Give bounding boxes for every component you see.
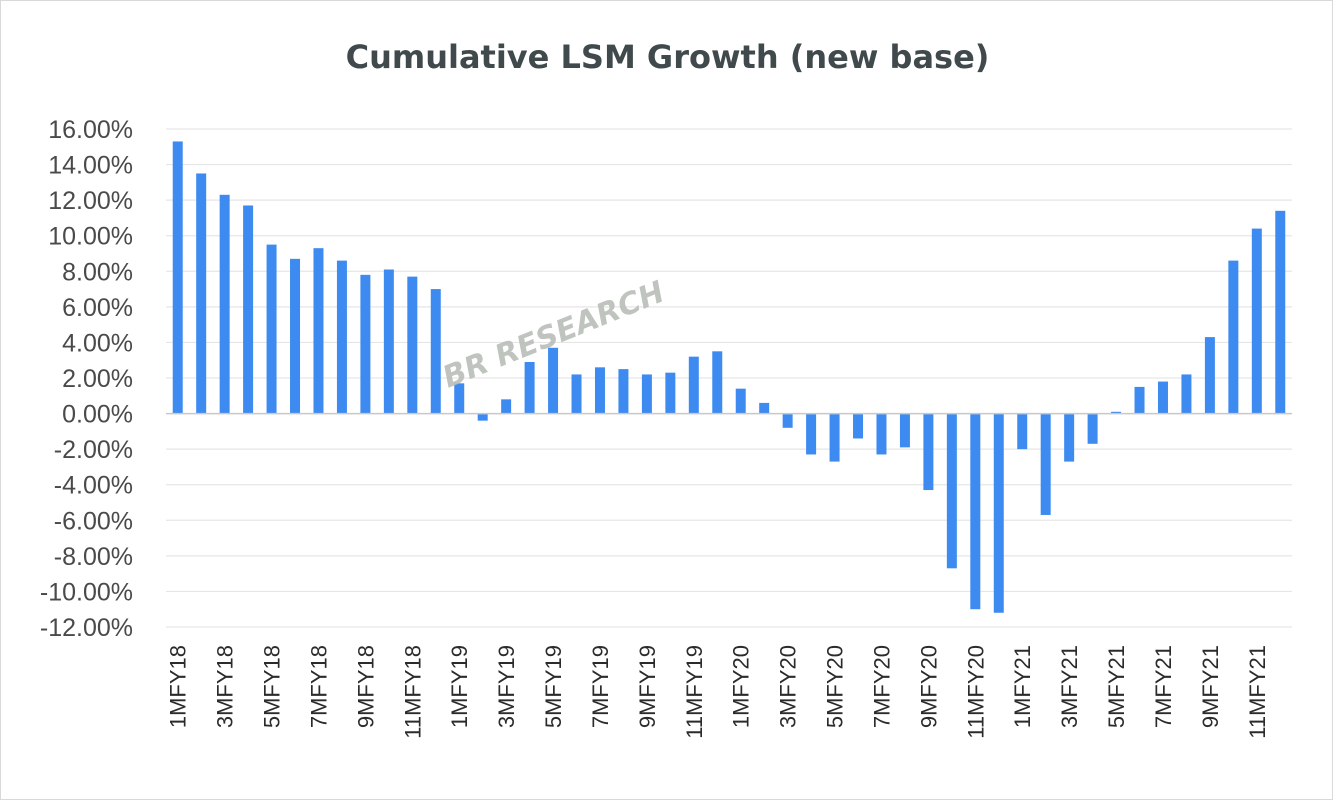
bar-8MFY18	[336, 260, 347, 414]
bar-11MFY21	[1251, 228, 1262, 414]
y-tick-label: 0.00%	[62, 401, 133, 429]
x-tick-label: 3MFY19	[494, 645, 519, 728]
x-tick-label: 11MFY18	[400, 645, 425, 739]
bar-6MFY18	[290, 258, 301, 414]
bar-1MFY19	[454, 383, 465, 414]
bar-4MFY19	[524, 361, 535, 414]
y-tick-label: 10.00%	[48, 223, 133, 251]
y-tick-label: -4.00%	[54, 472, 133, 500]
x-tick-label: 5MFY21	[1104, 645, 1129, 728]
bar-4MFY21	[1087, 413, 1098, 444]
x-tick-label: 5MFY20	[823, 645, 848, 728]
bar-5MFY20	[829, 413, 840, 462]
bar-1MFY21	[1017, 413, 1028, 450]
y-tick-label: 16.00%	[48, 116, 133, 144]
bar-2MFY20	[759, 402, 770, 414]
y-tick-label: 2.00%	[62, 365, 133, 393]
bar-10MFY21	[1228, 260, 1239, 414]
y-tick-label: 12.00%	[48, 187, 133, 215]
x-tick-label: 1MFY19	[447, 645, 472, 728]
x-tick-label: 7MFY20	[869, 645, 894, 728]
bar-3MFY20	[782, 413, 793, 428]
bar-8MFY20	[899, 413, 910, 448]
bar-1MFY20	[735, 388, 746, 414]
bar-1MFY18	[172, 141, 183, 414]
bar-12MFY19	[712, 351, 723, 414]
bar-8MFY19	[618, 369, 629, 414]
bar-6MFY19	[571, 374, 582, 414]
gridlines	[166, 128, 1292, 628]
y-tick-label: -12.00%	[40, 614, 133, 642]
x-tick-label: 11MFY19	[682, 645, 707, 739]
y-tick-label: -8.00%	[54, 543, 133, 571]
x-tick-label: 11MFY20	[963, 645, 988, 739]
bar-7MFY20	[876, 413, 887, 455]
bar-11MFY18	[407, 276, 418, 414]
x-axis-tick-labels: 1MFY18 3MFY18 5MFY18 7MFY18 9MFY18 11MFY18 1MF…	[166, 645, 1270, 739]
y-axis-tick-labels: 16.00% 14.00% 12.00% 10.00% 8.00% 6.00% 4.00% 2…	[40, 116, 133, 642]
y-tick-label: 14.00%	[48, 152, 133, 180]
x-tick-label: 9MFY20	[916, 645, 941, 728]
bar-11MFY19	[688, 356, 699, 414]
x-tick-label: 3MFY18	[213, 645, 238, 728]
bar-5MFY18	[266, 244, 277, 414]
x-tick-label: 1MFY18	[166, 645, 191, 728]
bar-12MFY18	[430, 289, 441, 414]
bars	[172, 141, 1286, 613]
bar-7MFY19	[594, 367, 605, 414]
y-tick-label: 6.00%	[62, 294, 133, 322]
x-tick-label: 9MFY21	[1198, 645, 1223, 728]
bar-7MFY18	[313, 248, 324, 414]
bar-7MFY21	[1157, 381, 1168, 414]
x-tick-label: 3MFY20	[776, 645, 801, 728]
bar-5MFY19	[548, 347, 559, 414]
x-tick-label: 5MFY18	[260, 645, 285, 728]
x-tick-label: 1MFY20	[729, 645, 754, 728]
x-tick-label: 7MFY18	[306, 645, 331, 728]
bar-10MFY18	[383, 269, 394, 414]
bar-5MFY21	[1111, 411, 1122, 414]
bar-12MFY21	[1275, 210, 1286, 414]
bar-11MFY20	[970, 413, 981, 610]
bar-3MFY21	[1064, 413, 1075, 462]
bar-6MFY21	[1134, 386, 1145, 414]
x-tick-label: 7MFY21	[1151, 645, 1176, 728]
x-tick-label: 11MFY21	[1245, 645, 1270, 739]
bar-10MFY19	[665, 372, 676, 414]
bar-8MFY21	[1181, 374, 1192, 414]
bar-10MFY20	[946, 413, 957, 569]
bar-2MFY21	[1040, 413, 1051, 515]
bar-9MFY19	[641, 374, 652, 414]
y-tick-label: 8.00%	[62, 258, 133, 286]
x-tick-label: 3MFY21	[1057, 645, 1082, 728]
bar-2MFY18	[196, 173, 207, 414]
bar-2MFY19	[477, 413, 488, 421]
y-tick-label: -2.00%	[54, 436, 133, 464]
bar-12MFY20	[993, 413, 1004, 613]
bar-9MFY21	[1204, 337, 1215, 414]
x-tick-label: 1MFY21	[1010, 645, 1035, 728]
y-tick-label: 4.00%	[62, 329, 133, 357]
x-tick-label: 7MFY19	[588, 645, 613, 728]
x-tick-label: 5MFY19	[541, 645, 566, 728]
bar-6MFY20	[853, 413, 864, 439]
bar-3MFY19	[501, 399, 512, 414]
bar-3MFY18	[219, 194, 230, 414]
bar-4MFY18	[243, 205, 254, 414]
x-tick-label: 9MFY19	[635, 645, 660, 728]
chart-title: Cumulative LSM Growth (new base)	[345, 38, 990, 76]
y-tick-label: -6.00%	[54, 507, 133, 535]
bar-4MFY20	[806, 413, 817, 455]
y-tick-label: -10.00%	[40, 578, 133, 606]
bar-9MFY20	[923, 413, 934, 491]
x-tick-label: 9MFY18	[353, 645, 378, 728]
bar-9MFY18	[360, 274, 371, 414]
